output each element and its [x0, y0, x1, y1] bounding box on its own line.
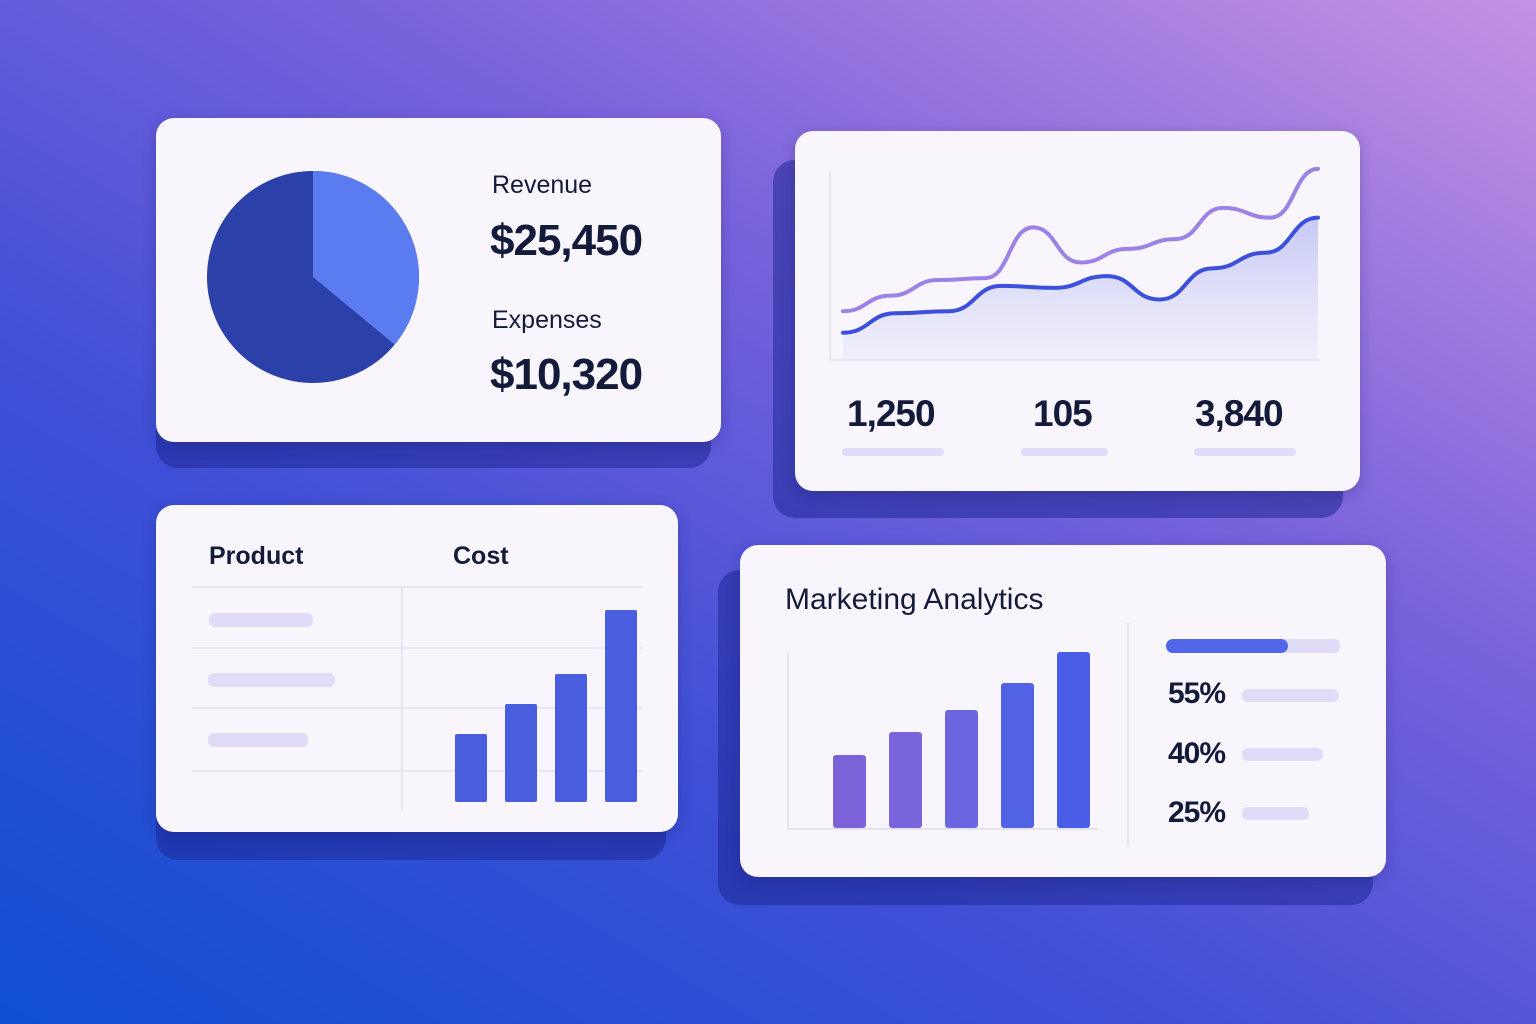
stat-value: 3,840 — [1195, 393, 1284, 434]
progress-fill — [1166, 639, 1288, 653]
stat-value: 1,250 — [847, 393, 936, 434]
marketing-title: Marketing Analytics — [785, 583, 1044, 616]
percent-bar — [1242, 748, 1323, 761]
bar — [455, 734, 487, 802]
percent-bar — [1242, 807, 1309, 820]
expenses-value: $10,320 — [490, 350, 643, 399]
pie-slice-revenue — [313, 171, 419, 345]
percent-label: 55% — [1168, 677, 1226, 710]
series-line — [841, 166, 1320, 314]
bar — [605, 610, 637, 802]
revenue-label: Revenue — [492, 171, 593, 199]
series-area — [843, 217, 1318, 360]
marketing-card: Marketing Analytics 55% 40% 25% — [740, 545, 1386, 877]
column-header-product: Product — [209, 542, 304, 570]
product-placeholder — [208, 673, 335, 687]
marketing-bar-chart — [787, 623, 1129, 847]
expenses-label: Expenses — [492, 306, 602, 334]
stat-bar — [1194, 448, 1296, 456]
percent-label: 25% — [1168, 796, 1226, 829]
column-header-cost: Cost — [453, 542, 509, 570]
stat-value: 105 — [1033, 393, 1093, 434]
stat-bar — [842, 448, 944, 456]
bar — [945, 710, 978, 828]
progress-track — [1166, 639, 1340, 653]
series-line — [841, 215, 1320, 335]
percent-label: 40% — [1168, 737, 1226, 770]
bar — [833, 755, 866, 828]
bar — [555, 674, 587, 802]
product-placeholder — [208, 733, 308, 747]
trend-card: 1,250 105 3,840 — [795, 131, 1360, 491]
product-placeholder — [209, 613, 313, 627]
bar — [1057, 652, 1090, 828]
bar — [889, 732, 922, 828]
bar — [505, 704, 537, 802]
cost-bar-chart — [192, 586, 643, 811]
line-chart — [829, 166, 1320, 361]
pie-chart — [207, 171, 419, 383]
finance-card: Revenue $25,450 Expenses $10,320 — [156, 118, 721, 442]
product-card: Product Cost — [156, 505, 678, 832]
revenue-value: $25,450 — [490, 216, 643, 265]
stat-bar — [1021, 448, 1108, 456]
bar — [1001, 683, 1034, 828]
percent-bar — [1242, 689, 1339, 702]
